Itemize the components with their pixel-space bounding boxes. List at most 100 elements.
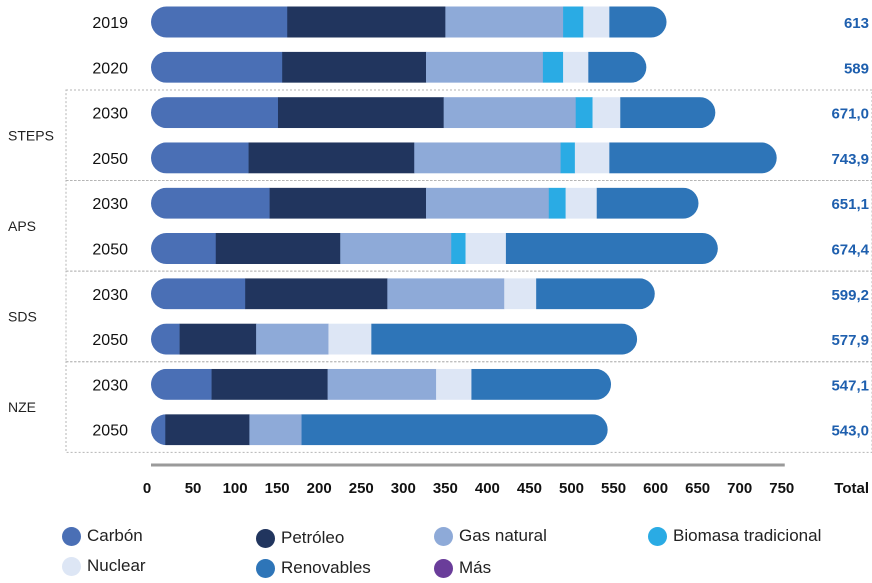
x-tick-550: 550 [601, 480, 626, 497]
bar-segment-nuclear [504, 278, 537, 310]
year-label-2050: 2050 [92, 151, 128, 168]
bar-segments [151, 414, 608, 446]
bar-segment-gas-natural [387, 278, 505, 310]
bar-segment-nuclear [565, 187, 598, 219]
bar-segment-carbón [151, 6, 288, 38]
total-labels: 613 589 671,0 743,9 651,1 674,4 599,2 577,9 547,… [831, 15, 869, 440]
bar-segment-gas-natural [426, 187, 550, 219]
total-label-9: 543,0 [831, 423, 869, 440]
x-tick-300: 300 [391, 480, 416, 497]
bar-segment-gas-natural [249, 414, 302, 446]
bar-segment-biomasa-tradicional [451, 233, 466, 264]
year-label-2050: 2050 [92, 423, 128, 440]
x-tick-700: 700 [727, 480, 752, 497]
bar-row [151, 368, 612, 400]
x-tick-600: 600 [643, 480, 668, 497]
total-label-1: 589 [844, 60, 869, 77]
total-label-5: 674,4 [831, 242, 869, 259]
scenario-label-steps: STEPS [8, 127, 54, 143]
bar-row [151, 97, 716, 129]
total-label-3: 743,9 [831, 151, 869, 168]
bar-segment-gas-natural [256, 323, 329, 355]
bar-segment-petróleo [211, 368, 328, 400]
x-tick-200: 200 [307, 480, 332, 497]
x-tick-450: 450 [517, 480, 542, 497]
bar-segment-gas-natural [327, 368, 437, 400]
legend-label: Petróleo [281, 528, 345, 547]
legend-item-mas: Más [434, 558, 491, 578]
x-tick-500: 500 [559, 480, 584, 497]
year-label-2030: 2030 [92, 287, 128, 304]
bar-segments [151, 278, 655, 310]
bar-segment-petróleo [245, 278, 388, 310]
legend: Carbón Petróleo Gas natural Biomasa trad… [0, 518, 872, 583]
bar-segments [151, 142, 777, 174]
bar-segment-petróleo [287, 6, 446, 38]
legend-swatch [256, 528, 275, 548]
bar-row [151, 51, 647, 83]
bar-segment-nuclear [328, 323, 372, 355]
legend-label: Nuclear [87, 556, 146, 575]
total-header: Total [834, 480, 869, 497]
bar-segment-biomasa-tradicional [548, 187, 566, 219]
total-label-4: 651,1 [831, 196, 869, 213]
x-tick-350: 350 [433, 480, 458, 497]
legend-swatch [62, 556, 81, 576]
bar-segment-carbón [151, 414, 166, 446]
bar-segment-gas-natural [445, 6, 564, 38]
bar-row [151, 323, 638, 355]
year-label-2020: 2020 [92, 60, 128, 77]
year-label-2030: 2030 [92, 196, 128, 213]
legend-label: Biomasa tradicional [673, 526, 822, 545]
x-tick-labels: 0 50 100 150 200 250 300 350 400 450 500 550 600 650 7… [143, 480, 794, 497]
bar-segment-renovables [588, 51, 647, 83]
bar-row [151, 142, 777, 174]
bars [151, 6, 777, 446]
total-label-6: 599,2 [831, 287, 869, 304]
bar-row [151, 6, 667, 38]
legend-swatch [434, 526, 453, 546]
bar-segment-petróleo [269, 187, 427, 219]
total-label-7: 577,9 [831, 332, 869, 349]
bar-segment-renovables [301, 414, 608, 446]
bar-segments [151, 187, 699, 219]
bar-segment-carbón [151, 187, 270, 219]
bar-row [151, 187, 699, 219]
bar-segment-carbón [151, 142, 249, 174]
bar-segment-renovables [609, 6, 667, 38]
year-label-2050: 2050 [92, 242, 128, 259]
legend-swatch [648, 526, 667, 546]
year-labels: 2019 2020 2030 2050 2030 2050 2030 2050 2030 2050 [92, 15, 128, 440]
total-label-2: 671,0 [831, 106, 869, 123]
bar-segment-carbón [151, 323, 180, 355]
bar-segment-carbón [151, 97, 279, 129]
scenario-label-aps: APS [8, 218, 36, 234]
bar-segments [151, 323, 638, 355]
bar-segment-petróleo [165, 414, 250, 446]
bar-segment-renovables [371, 323, 638, 355]
bar-row [151, 278, 655, 310]
bar-segment-gas-natural [414, 142, 561, 174]
year-label-2050: 2050 [92, 332, 128, 349]
scenario-label-sds: SDS [8, 308, 37, 324]
x-tick-150: 150 [265, 480, 290, 497]
year-label-2030: 2030 [92, 106, 128, 123]
year-label-2019: 2019 [92, 15, 128, 32]
bar-segment-gas-natural [426, 51, 544, 83]
x-tick-250: 250 [349, 480, 374, 497]
bar-segment-petróleo [179, 323, 257, 355]
bar-segment-nuclear [436, 368, 472, 400]
bar-segment-biomasa-tradicional [542, 51, 564, 83]
bar-segment-petróleo [248, 142, 415, 174]
legend-label: Renovables [281, 558, 371, 577]
bar-segment-nuclear [574, 142, 610, 174]
legend-item-carbon: Carbón [62, 526, 143, 546]
year-label-2030: 2030 [92, 377, 128, 394]
bar-segments [151, 6, 667, 38]
bar-segment-petróleo [282, 51, 427, 83]
legend-label: Carbón [87, 526, 143, 545]
bar-segment-renovables [505, 233, 718, 264]
bar-segment-renovables [620, 97, 716, 129]
bar-segment-biomasa-tradicional [575, 97, 593, 129]
x-tick-650: 650 [685, 480, 710, 497]
